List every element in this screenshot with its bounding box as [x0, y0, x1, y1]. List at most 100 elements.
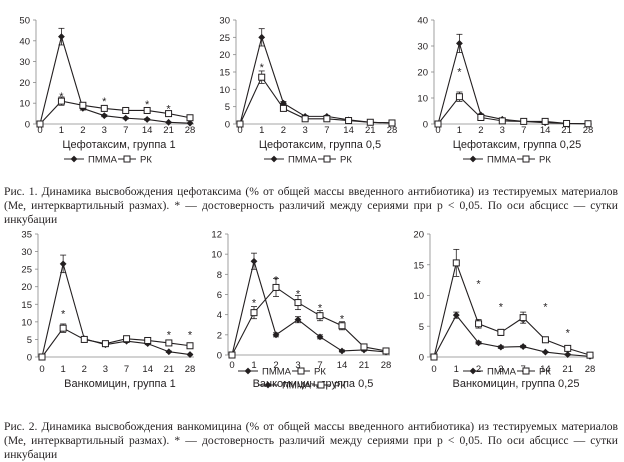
data-point [497, 328, 505, 336]
y-tick-label: 5 [225, 102, 230, 113]
data-point [58, 33, 65, 41]
data-point [236, 120, 244, 128]
chart-3: 0 10 20 30 40 0 1 2 3 7 14 21 28 * Цефотаксим, группа … [417, 16, 593, 166]
x-tick-label: 3 [498, 364, 503, 375]
data-point [143, 116, 151, 123]
legend-label-pmma: ПММА [487, 367, 517, 378]
x-tick-label: 28 [381, 360, 392, 371]
data-point [186, 114, 194, 122]
legend-label-pmma: ПММА [487, 155, 517, 166]
y-tick-label: 2 [217, 330, 222, 341]
significance-star: * [61, 308, 66, 320]
y-tick-label: 10 [211, 250, 222, 261]
x-tick-label: 2 [82, 364, 87, 375]
y-tick-label: 0 [25, 120, 30, 131]
series-line [437, 41, 589, 125]
significance-star: * [260, 62, 265, 74]
x-tick-label: 28 [585, 364, 596, 375]
significance-star: * [145, 99, 150, 111]
y-tick-label: 30 [219, 16, 230, 27]
data-point [563, 119, 571, 127]
data-point [186, 119, 194, 127]
significance-star: * [296, 288, 301, 300]
data-point [59, 324, 67, 332]
data-point [316, 312, 324, 320]
chart-6: 0510152001237142128*****Ванкомицин, груп… [413, 230, 595, 391]
y-tick-label: 0 [217, 351, 222, 362]
legend: ПММА РК [264, 155, 352, 166]
data-point [143, 106, 151, 114]
x-tick-label: 1 [59, 125, 64, 136]
data-point [122, 106, 130, 114]
y-tick-label: 20 [19, 78, 30, 89]
series-line [39, 34, 191, 125]
y-tick-label: 20 [413, 230, 424, 241]
data-point [345, 117, 353, 125]
x-tick-label: 1 [457, 125, 462, 136]
y-tick-label: 5 [419, 322, 424, 333]
y-tick-label: 0 [423, 120, 428, 131]
y-tick-label: 20 [417, 68, 428, 79]
data-point [279, 104, 287, 112]
series-line [437, 95, 589, 125]
legend-marker-pmma [264, 381, 272, 389]
significance-star: * [59, 91, 64, 103]
data-point [477, 114, 485, 121]
y-tick-label: 0 [225, 120, 230, 131]
x-tick-label: 14 [142, 364, 153, 375]
chart-2: 0 5 10 15 20 25 30 0 1 2 3 7 14 21 28 * Цефотаксим, груп… [219, 16, 397, 166]
data-point [520, 117, 528, 125]
data-point [519, 314, 527, 322]
x-tick-label: 3 [295, 360, 300, 371]
data-point [360, 343, 368, 351]
data-point [186, 342, 194, 350]
legend-label-rk: РК [140, 155, 152, 166]
legend-label-rk: РК [314, 367, 326, 378]
data-point [100, 104, 108, 112]
data-point [541, 336, 549, 344]
chart-title: Ванкомицин, группа 1 [64, 378, 176, 390]
significance-star: * [340, 314, 345, 326]
y-tick-label: 0 [419, 353, 424, 364]
x-tick-label: 14 [337, 360, 348, 371]
data-point [338, 322, 346, 330]
series-line [231, 259, 387, 356]
data-point [258, 33, 266, 41]
x-tick-label: 14 [343, 125, 354, 136]
x-tick-label: 2 [281, 125, 286, 136]
legend-marker-rk [323, 155, 331, 163]
x-tick-label: 7 [124, 364, 129, 375]
legend-label-pmma: ПММА [288, 155, 318, 166]
x-tick-label: 3 [500, 125, 505, 136]
data-point [38, 353, 46, 361]
x-tick-label: 0 [229, 360, 234, 371]
data-point [123, 335, 131, 343]
significance-star: * [188, 329, 193, 341]
data-point [564, 351, 572, 358]
series-rk [430, 248, 594, 361]
significance-star: * [102, 96, 107, 108]
data-point [165, 339, 173, 347]
x-tick-label: 21 [163, 125, 174, 136]
x-tick-label: 7 [521, 125, 526, 136]
x-tick-label: 14 [540, 125, 551, 136]
y-tick-label: 5 [27, 335, 32, 346]
series-line [39, 100, 191, 125]
x-tick-label: 2 [80, 125, 85, 136]
chart-title: Ванкомицин, группа 0,25 [453, 378, 580, 390]
series-rk [228, 277, 390, 359]
data-point [165, 110, 173, 118]
significance-star: * [274, 274, 279, 286]
significance-star: * [318, 303, 323, 315]
x-tick-label: 14 [540, 364, 551, 375]
data-point [542, 348, 549, 356]
x-tick-label: 0 [37, 125, 42, 136]
legend-marker-rk [317, 381, 325, 389]
series-pmma [434, 33, 592, 128]
figure-1-caption: Рис. 1. Динамика высвобождения цефотакси… [4, 185, 618, 226]
significance-star: * [543, 302, 548, 314]
legend-marker-pmma [469, 367, 477, 375]
data-point [519, 343, 527, 350]
